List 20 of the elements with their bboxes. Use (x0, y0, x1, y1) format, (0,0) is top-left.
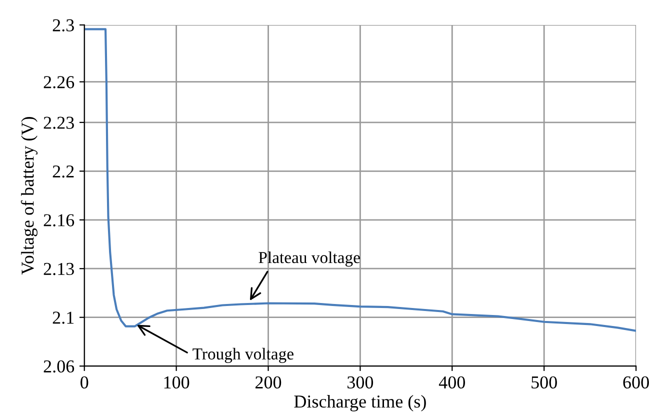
y-tick-label: 2.13 (44, 262, 74, 276)
x-tick-label: 200 (256, 376, 282, 389)
y-tick-label: 2.3 (52, 19, 74, 32)
y-tick-label: 2.26 (44, 76, 74, 88)
annotation: Trough voltage (192, 348, 294, 363)
x-tick-label: 500 (532, 376, 557, 389)
line-series (84, 28, 636, 332)
annotation: Plateau voltage (258, 251, 360, 267)
y-tick-label: 2.2 (52, 165, 74, 178)
y-tick-label: 2.06 (44, 360, 74, 373)
x-tick-label: 300 (348, 376, 374, 389)
y-axis-title: Voltage of battery (V) (20, 117, 38, 275)
x-tick-label: 600 (623, 376, 649, 389)
x-tick-label: 400 (438, 376, 465, 389)
y-tick-label: 2.1 (52, 312, 74, 324)
y-tick-label: 2.16 (44, 214, 74, 226)
x-tick-label: 0 (80, 376, 88, 389)
y-tick-label: 2.23 (44, 116, 74, 129)
x-axis-title: Discharge time (s) (294, 394, 426, 412)
x-tick-label: 100 (164, 376, 190, 389)
